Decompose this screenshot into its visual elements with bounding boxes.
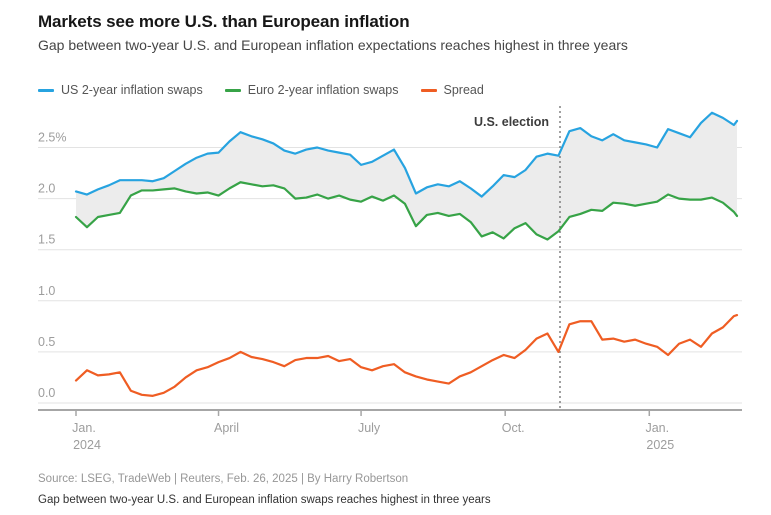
x-axis-label: Jan. — [72, 421, 96, 435]
x-axis-label: July — [358, 421, 381, 435]
line-spread — [74, 314, 739, 397]
legend-item-euro: Euro 2-year inflation swaps — [224, 83, 399, 97]
chart-legend: US 2-year inflation swaps Euro 2-year in… — [38, 83, 484, 97]
y-axis-label: 0.0 — [38, 386, 55, 400]
y-axis-label: 1.0 — [38, 284, 55, 298]
us-series-swatch-icon — [38, 88, 54, 92]
y-axis-label: 2.0 — [38, 182, 55, 196]
gridlines: 0.0 0.5 1.0 1.5 2.0 2.5% — [38, 131, 742, 404]
chart-title: Markets see more U.S. than European infl… — [38, 12, 410, 31]
line-euro — [74, 181, 739, 241]
x-axis-label: April — [214, 421, 239, 435]
legend-item-us: US 2-year inflation swaps — [38, 83, 203, 97]
legend-item-spread: Spread — [420, 83, 484, 97]
x-axis-year-label: 2024 — [73, 438, 101, 452]
election-annotation-label: U.S. election — [474, 115, 549, 129]
y-axis-label: 1.5 — [38, 233, 55, 247]
legend-label-us: US 2-year inflation swaps — [61, 83, 203, 97]
x-axis-year-label: 2025 — [646, 438, 674, 452]
x-axis-label: Oct. — [502, 421, 525, 435]
line-us — [74, 111, 739, 198]
legend-label-euro: Euro 2-year inflation swaps — [247, 83, 399, 97]
bottom-caption: Gap between two-year U.S. and European i… — [38, 494, 491, 506]
y-axis-label: 0.5 — [38, 335, 55, 349]
chart-subtitle: Gap between two-year U.S. and European i… — [38, 37, 628, 53]
source-line: Source: LSEG, TradeWeb | Reuters, Feb. 2… — [38, 473, 409, 485]
us-euro-gap-band — [76, 112, 737, 240]
legend-label-spread: Spread — [443, 83, 484, 97]
euro-series-swatch-icon — [224, 88, 241, 92]
x-axis-label: Jan. — [645, 421, 669, 435]
spread-series-swatch-icon — [420, 88, 437, 92]
y-axis-label: 2.5% — [38, 131, 67, 145]
